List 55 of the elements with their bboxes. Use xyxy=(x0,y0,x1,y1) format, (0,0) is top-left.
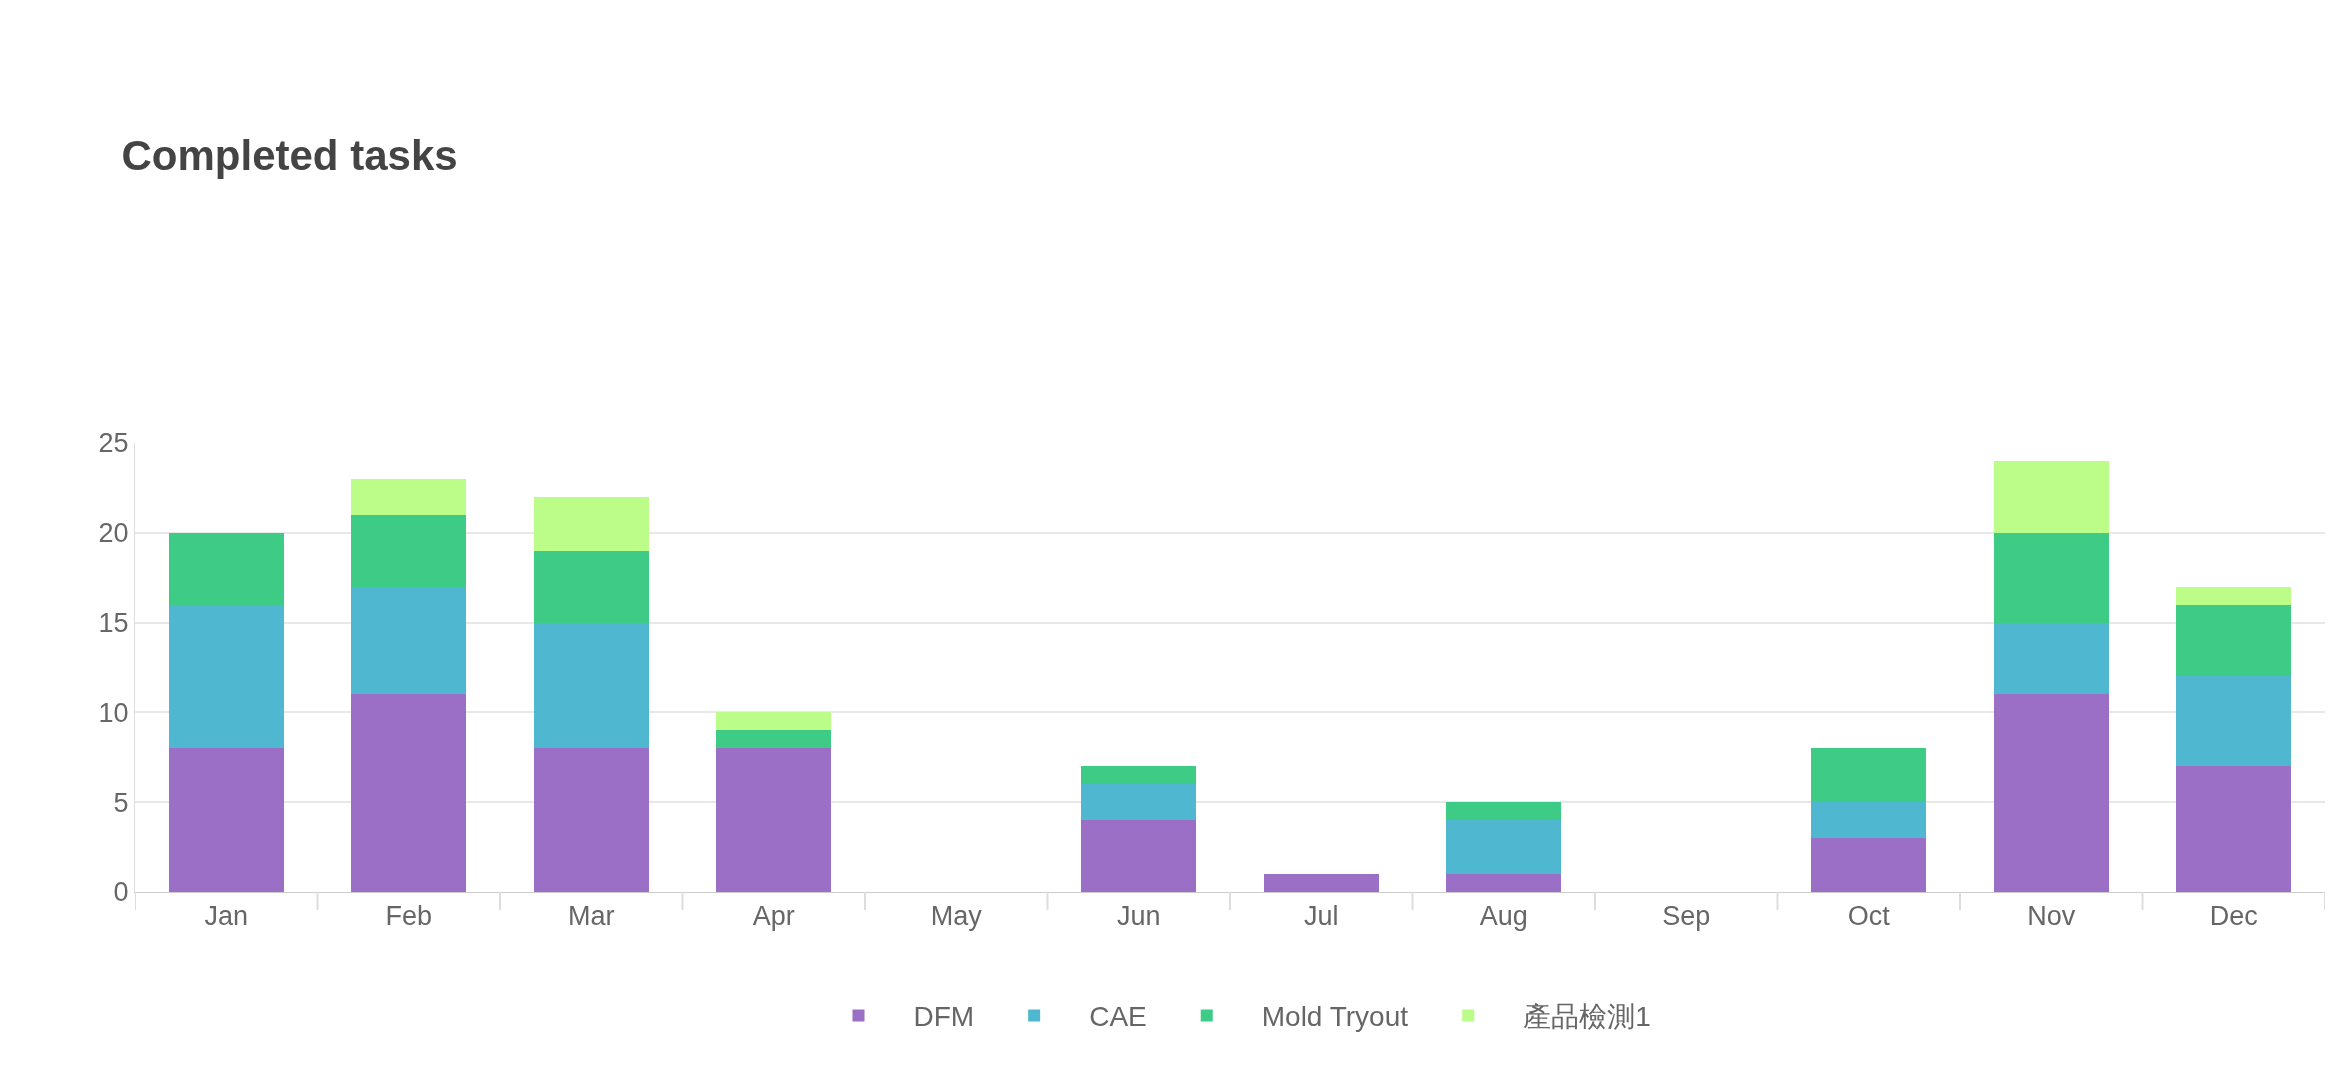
bar xyxy=(1811,802,1927,839)
x-tick-label: Dec xyxy=(2209,901,2258,932)
bar xyxy=(533,550,649,623)
bar xyxy=(1446,802,1562,821)
bar xyxy=(533,622,649,749)
bar xyxy=(1993,622,2109,695)
legend-label: DFM xyxy=(913,1001,975,1033)
x-tick-label: Jan xyxy=(204,901,249,932)
bar xyxy=(168,748,284,892)
x-tick-label: Feb xyxy=(385,901,433,932)
legend-label: Mold Tryout xyxy=(1261,1001,1409,1033)
bar xyxy=(168,532,284,605)
x-tick-label: Oct xyxy=(1847,901,1891,932)
bar xyxy=(716,748,832,892)
x-tick-label: May xyxy=(930,901,983,932)
bar xyxy=(1081,766,1197,785)
x-tick-label: Mar xyxy=(568,901,615,932)
bar xyxy=(716,712,832,731)
bar xyxy=(2176,604,2292,677)
bar xyxy=(533,496,649,551)
bar xyxy=(351,478,467,515)
y-tick-label: 10 xyxy=(98,697,129,728)
y-tick-label: 25 xyxy=(98,428,129,459)
legend-label: CAE xyxy=(1089,1001,1147,1033)
x-tick-label: Nov xyxy=(2027,901,2076,932)
x-tick-label: Sep xyxy=(1662,901,1711,932)
bar xyxy=(1446,874,1562,892)
bar xyxy=(1811,838,1927,892)
bar xyxy=(351,694,467,892)
y-tick-label: 15 xyxy=(98,608,129,639)
bar xyxy=(2176,586,2292,605)
x-tick-label: Jun xyxy=(1116,901,1161,932)
bar xyxy=(533,748,649,892)
bar xyxy=(2176,676,2292,767)
chart-title: Completed tasks xyxy=(121,131,458,179)
y-tick-label: 0 xyxy=(113,877,129,908)
x-tick-label: Jul xyxy=(1303,901,1339,932)
bar xyxy=(716,730,832,749)
bar xyxy=(1263,874,1379,892)
bar xyxy=(1993,694,2109,892)
bar xyxy=(1081,784,1197,821)
bar xyxy=(1811,748,1927,803)
legend-label: 產品檢測1 xyxy=(1523,1001,1651,1033)
bar xyxy=(1446,820,1562,875)
x-tick-label: Aug xyxy=(1479,901,1528,932)
x-tick-label: Apr xyxy=(752,901,795,932)
bar xyxy=(1993,532,2109,623)
bar xyxy=(1993,460,2109,533)
bar xyxy=(351,514,467,587)
bar xyxy=(168,604,284,749)
y-tick-label: 5 xyxy=(113,787,129,818)
bar xyxy=(1081,820,1197,892)
bar xyxy=(351,586,467,695)
y-tick-label: 20 xyxy=(98,518,129,549)
bar xyxy=(2176,766,2292,892)
